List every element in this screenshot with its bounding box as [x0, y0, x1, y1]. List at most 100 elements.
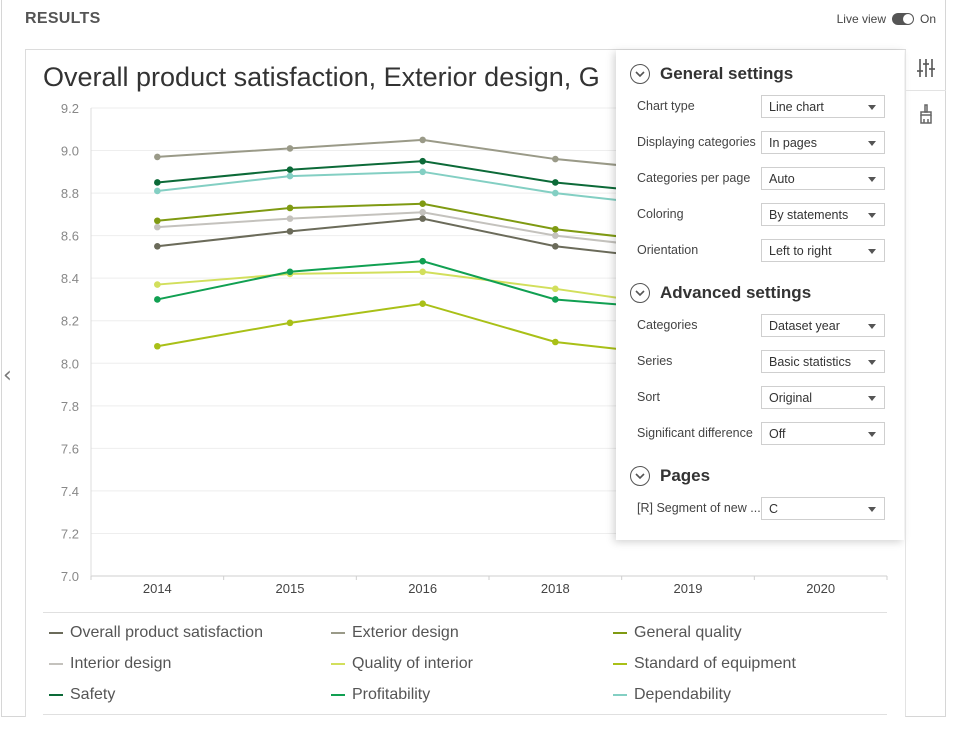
results-title: RESULTS [25, 10, 101, 27]
data-point [419, 168, 426, 176]
general-setting-label: Coloring [637, 207, 684, 221]
legend-label: Safety [70, 686, 116, 703]
data-point [552, 225, 559, 233]
legend-swatch [331, 663, 345, 665]
y-tick-label: 8.8 [61, 186, 79, 201]
general-setting-select[interactable]: Left to right [761, 239, 885, 262]
general-setting-value: Left to right [769, 243, 832, 258]
x-tick-label: 2020 [806, 581, 835, 596]
legend-label: Dependability [634, 686, 731, 703]
legend-item[interactable]: Quality of interior [325, 654, 607, 674]
advanced-setting-select[interactable]: Original [761, 386, 885, 409]
data-point [419, 268, 426, 276]
data-point [154, 296, 161, 303]
general-setting-select[interactable]: By statements [761, 203, 885, 226]
legend-item[interactable]: Dependability [607, 685, 887, 705]
paint-brush-icon [917, 103, 935, 130]
data-point [154, 223, 161, 231]
chart-title: Overall product satisfaction, Exterior d… [43, 62, 600, 92]
general-setting-select[interactable]: Auto [761, 167, 885, 190]
y-tick-label: 7.4 [61, 484, 79, 499]
style-tool-button[interactable] [906, 96, 946, 136]
caret-down-icon [868, 324, 876, 329]
advanced-setting-value: Off [769, 426, 786, 441]
legend-swatch [331, 632, 345, 634]
y-tick-label: 7.2 [61, 526, 79, 541]
x-tick-label: 2018 [541, 581, 570, 596]
legend-swatch [49, 632, 63, 634]
advanced-setting-label: Categories [637, 318, 698, 332]
chevron-down-icon[interactable] [630, 64, 650, 84]
data-point [552, 232, 559, 239]
advanced-setting-select[interactable]: Off [761, 422, 885, 445]
data-point [154, 187, 161, 195]
data-point [286, 204, 294, 212]
general-setting-select[interactable]: Line chart [761, 95, 885, 118]
data-point [286, 145, 294, 152]
data-point [286, 228, 294, 235]
legend-item[interactable]: Overall product satisfaction [43, 623, 325, 643]
side-toolbar [905, 50, 946, 716]
series-line [157, 138, 689, 173]
legend-swatch [613, 663, 627, 665]
caret-down-icon [868, 141, 876, 146]
advanced-setting-label: Significant difference [637, 426, 753, 440]
legend-item[interactable]: Interior design [43, 654, 325, 674]
legend-swatch [49, 694, 63, 696]
data-point [154, 242, 161, 250]
data-point [286, 319, 294, 327]
legend-item[interactable]: Profitability [325, 685, 607, 705]
caret-down-icon [868, 396, 876, 401]
data-point [552, 242, 559, 250]
data-point [286, 166, 294, 173]
pages-setting-label: [R] Segment of new ... [637, 501, 761, 515]
data-point [154, 342, 161, 350]
legend-label: Exterior design [352, 624, 459, 641]
legend-item[interactable]: Standard of equipment [607, 654, 887, 674]
caret-down-icon [868, 507, 876, 512]
data-point [286, 215, 294, 222]
y-tick-label: 8.4 [61, 271, 79, 286]
advanced-settings-header[interactable]: Advanced settings [630, 283, 811, 303]
data-point [419, 200, 426, 208]
caret-down-icon [868, 249, 876, 254]
y-tick-label: 7.6 [61, 441, 79, 456]
legend-item[interactable]: General quality [607, 623, 887, 643]
general-settings-header[interactable]: General settings [630, 64, 793, 84]
y-tick-label: 7.8 [61, 399, 79, 414]
legend-item[interactable]: Exterior design [325, 623, 607, 643]
caret-down-icon [868, 432, 876, 437]
general-setting-value: Auto [769, 171, 795, 186]
legend-swatch [613, 694, 627, 696]
general-setting-value: In pages [769, 135, 817, 150]
advanced-setting-select[interactable]: Basic statistics [761, 350, 885, 373]
y-tick-label: 7.0 [61, 569, 79, 584]
legend-label: Overall product satisfaction [70, 624, 263, 641]
live-view-control: Live view On [837, 12, 936, 26]
advanced-setting-select[interactable]: Dataset year [761, 314, 885, 337]
live-view-toggle[interactable] [891, 13, 914, 25]
y-tick-label: 9.0 [61, 144, 79, 159]
general-setting-select[interactable]: In pages [761, 131, 885, 154]
pages-header[interactable]: Pages [630, 466, 710, 486]
legend-label: Standard of equipment [634, 655, 796, 672]
chevron-down-icon[interactable] [630, 466, 650, 486]
settings-panel: General settings Chart type Line chart Dis… [616, 50, 904, 540]
data-point [154, 217, 161, 225]
data-point [154, 179, 161, 186]
chevron-left-icon[interactable]: ‹ [3, 363, 12, 388]
x-tick-label: 2019 [674, 581, 703, 596]
data-point [552, 179, 559, 186]
settings-tool-button[interactable] [906, 50, 946, 91]
pages-setting-select[interactable]: C [761, 497, 885, 520]
advanced-setting-value: Dataset year [769, 318, 840, 333]
data-point [419, 136, 426, 144]
legend-swatch [613, 632, 627, 634]
legend-item[interactable]: Safety [43, 685, 325, 705]
legend-swatch [331, 694, 345, 696]
general-setting-value: By statements [769, 207, 849, 222]
caret-down-icon [868, 105, 876, 110]
chevron-down-icon[interactable] [630, 283, 650, 303]
series-line [157, 217, 689, 263]
data-point [419, 257, 426, 265]
